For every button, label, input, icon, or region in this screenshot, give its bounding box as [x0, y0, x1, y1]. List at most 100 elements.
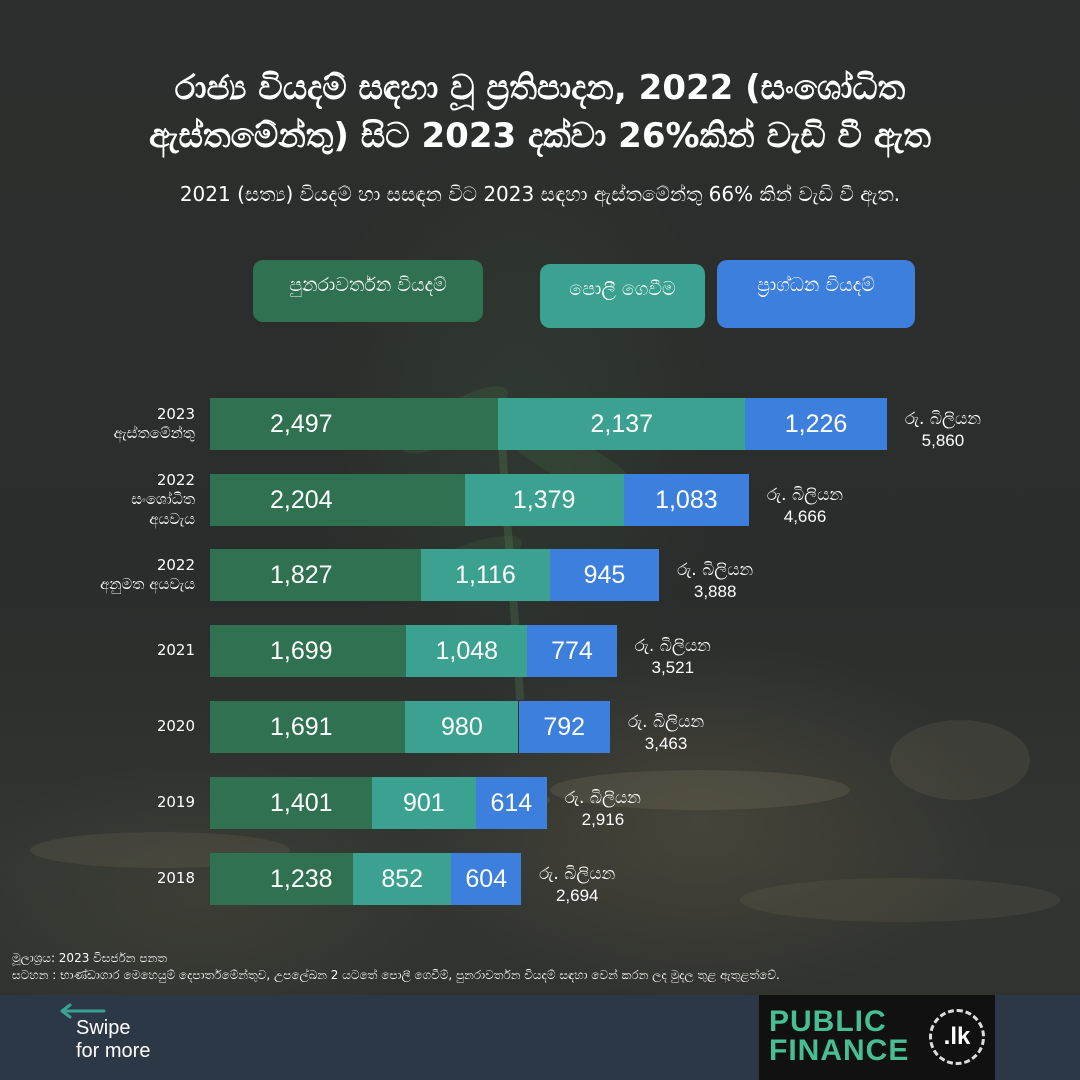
bar-segment-interest: 1,379: [464, 474, 624, 526]
stacked-bar-chart: 2023 ඇස්තමේන්තු 2,497 2,137 1,226 රු. බිලියන 5…: [100, 398, 981, 907]
data-label: 901: [402, 789, 445, 817]
bar-segment-interest: 852: [352, 853, 452, 905]
data-label: 1,083: [655, 486, 718, 514]
data-label: 980: [441, 713, 483, 741]
total-unit: රු. බිලියන: [539, 864, 616, 884]
swipe-label: Swipe: [76, 1017, 131, 1039]
bar-segment-recurrent: 2,204: [210, 474, 465, 526]
row-total: රු. බිලියන 2,916: [565, 787, 641, 831]
logo-word-public: PUBLIC: [769, 1005, 887, 1038]
category-label: 2022 සංශෝධිත අයවැය: [131, 471, 195, 530]
data-label: 2,137: [590, 410, 654, 438]
row-total: රු. බිලියන 5,860: [905, 408, 981, 452]
row-total: රු. බිලියන 3,463: [628, 711, 704, 755]
total-value: 3,521: [651, 658, 695, 678]
bar-segment-interest: 980: [405, 701, 519, 753]
for-more-label: for more: [76, 1040, 151, 1062]
legend-recurrent-expenditure: පුනරාවර්තන වියදම්: [253, 260, 483, 322]
total-value: 2,694: [555, 886, 599, 906]
data-label: 604: [465, 865, 508, 893]
category-label-line: 2023: [156, 404, 195, 423]
swipe-for-more-hint[interactable]: Swipe for more: [76, 1017, 150, 1063]
legend-interest-payments: පොලී ගෙවීම: [540, 264, 705, 328]
total-value: 3,888: [693, 582, 737, 602]
data-label: 614: [490, 789, 533, 817]
category-label-line: 2022: [156, 555, 195, 574]
category-label-line: 2022: [156, 470, 195, 489]
data-label: 774: [551, 637, 593, 665]
category-label: 2019: [157, 793, 195, 813]
data-label: 1,827: [270, 561, 333, 589]
data-label: 1,691: [270, 713, 333, 741]
logo-word-finance: FINANCE: [769, 1034, 910, 1068]
category-label: 2023 ඇස්තමේන්තු: [114, 405, 195, 444]
category-label-line: 2019: [156, 793, 195, 812]
bar-segment-recurrent: 2,497: [210, 398, 499, 450]
data-label: 1,116: [455, 561, 516, 589]
category-label: 2020: [157, 717, 195, 737]
data-label: 945: [583, 561, 626, 589]
bar-segment-capital: 604: [451, 853, 522, 905]
footnote: මූලාශ්‍රය: 2023 විසර්ජන පනත සටහන : භාණ්ඩ…: [12, 950, 1072, 984]
category-label-line: අනුමත අයවැය: [100, 575, 195, 593]
bar-segment-interest: 2,137: [498, 398, 746, 450]
category-label-line: ඇස්තමේන්තු: [113, 424, 195, 442]
category-label: 2018: [157, 869, 195, 889]
total-unit: රු. බිලියන: [634, 636, 711, 656]
total-unit: රු. බිලියන: [904, 409, 982, 429]
total-unit: රු. බිලියන: [766, 485, 844, 505]
data-label: 792: [543, 713, 586, 741]
arrow-left-icon: [60, 1003, 106, 1019]
bar-segment-capital: 945: [549, 549, 660, 601]
category-label-line: සංශෝධිත: [131, 490, 195, 509]
data-label: 1,379: [512, 486, 576, 514]
bar-segment-recurrent: 1,401: [210, 777, 372, 829]
total-value: 2,916: [581, 810, 625, 830]
source-note: මූලාශ්‍රය: 2023 විසර්ජන පනත: [12, 951, 167, 965]
category-label-line: 2020: [156, 717, 195, 736]
category-label: 2022 අනුමත අයවැය: [100, 556, 195, 595]
total-value: 4,666: [783, 507, 827, 527]
category-label: 2021: [157, 641, 195, 661]
data-label: 1,048: [435, 637, 499, 665]
explanatory-note: සටහන : භාණ්ඩාගාර මෙහෙයුම් දෙපාර්තමේන්තුව…: [12, 967, 780, 982]
chart-title-line-1: රාජ්‍ය වියදම් සඳහා වූ ප්‍රතිපාදන, 2022 (…: [174, 68, 906, 108]
row-total: රු. බිලියන 3,521: [635, 635, 711, 679]
category-label-line: අයවැය: [149, 509, 195, 528]
bar-segment-capital: 1,083: [623, 474, 749, 526]
data-label: 2,497: [270, 410, 333, 438]
total-unit: රු. බිලියන: [564, 788, 641, 808]
data-label: 1,401: [270, 789, 333, 817]
row-total: රු. බිලියන 2,694: [539, 863, 615, 907]
bar-segment-capital: 774: [527, 625, 617, 677]
category-label-line: 2018: [156, 869, 195, 888]
data-label: 2,204: [270, 486, 333, 514]
legend-capital-expenditure: ප්‍රාග්ධන වියදම්: [717, 260, 915, 328]
chart-title-line-2: ඇස්තමේන්තු) සිට 2023 දක්වා 26%කින් වැඩි …: [149, 116, 931, 156]
total-unit: රු. බිලියන: [627, 712, 705, 732]
logo-lk-badge: .lk: [929, 1009, 985, 1065]
total-value: 5,860: [921, 431, 965, 451]
bar-segment-capital: 792: [518, 701, 610, 753]
chart-subtitle: 2021 (සත්‍ය) වියදම් හා සසඳන විට 2023 සඳහ…: [179, 182, 901, 206]
bar-segment-recurrent: 1,691: [210, 701, 406, 753]
bar-segment-capital: 614: [475, 777, 547, 829]
data-label: 852: [381, 865, 424, 893]
bar-segment-capital: 1,226: [745, 398, 887, 450]
data-label: 1,238: [270, 865, 333, 893]
row-total: රු. බිලියන 3,888: [677, 559, 753, 603]
total-unit: රු. බිලියන: [677, 560, 754, 580]
category-label-line: 2021: [156, 641, 195, 660]
bar-segment-recurrent: 1,699: [210, 625, 407, 677]
total-value: 3,463: [644, 734, 688, 754]
row-total: රු. බිලියන 4,666: [767, 484, 843, 528]
bar-segment-recurrent: 1,827: [210, 549, 422, 601]
bar-segment-recurrent: 1,238: [210, 853, 353, 905]
bar-segment-interest: 1,116: [421, 549, 550, 601]
public-finance-logo: PUBLIC FINANCE .lk: [759, 995, 995, 1080]
bar-segment-interest: 1,048: [406, 625, 528, 677]
data-label: 1,226: [784, 410, 848, 438]
logo-wordmark: PUBLIC FINANCE: [769, 1005, 910, 1068]
bar-segment-interest: 901: [371, 777, 476, 829]
